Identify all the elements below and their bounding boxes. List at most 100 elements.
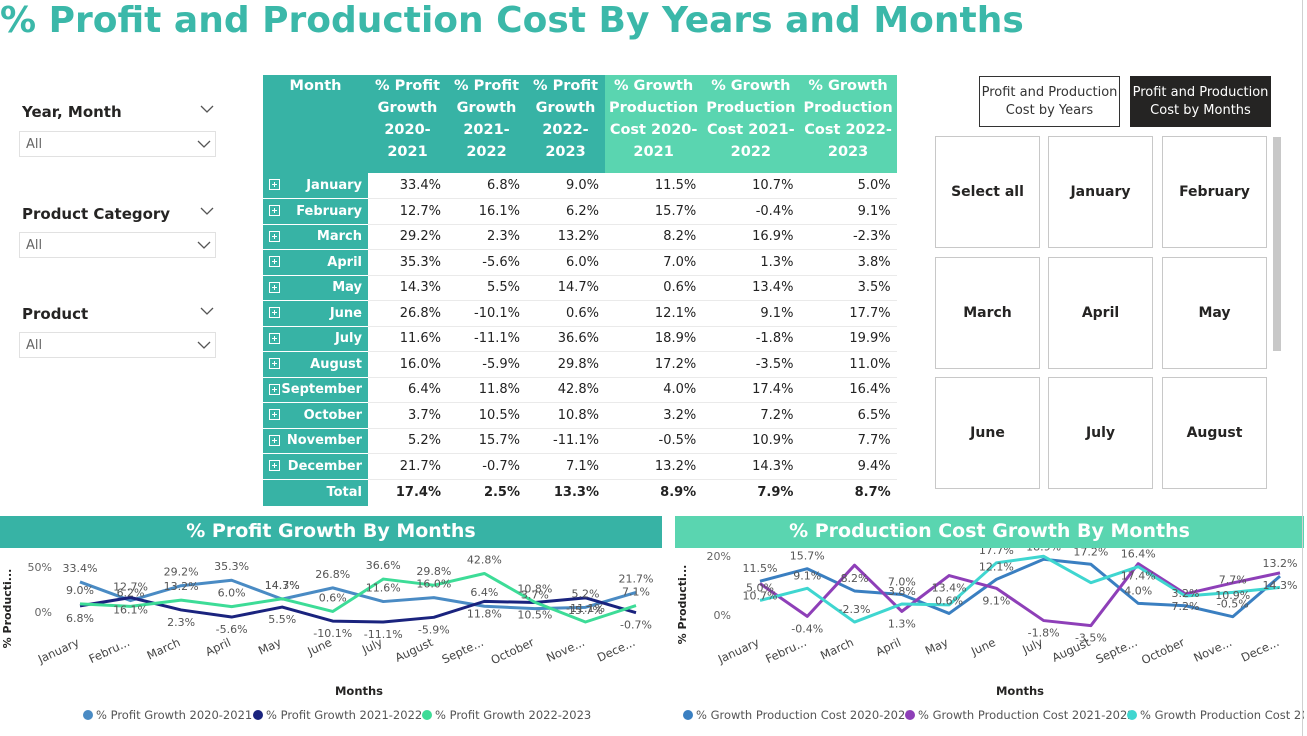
month-label: December: [287, 458, 362, 474]
y-tick-label: 0%: [714, 609, 731, 622]
total-cell: 13.3%: [553, 485, 599, 501]
column-header-cost-2021-2022[interactable]: % Growth Production Cost 2021-2022: [702, 75, 800, 173]
column-header-cost-2022-2023[interactable]: % Growth Production Cost 2022-2023: [799, 75, 897, 173]
table-cell: 6.5%: [799, 402, 897, 429]
expand-plus-icon[interactable]: [269, 281, 280, 293]
y-tick-label: 50%: [28, 561, 52, 574]
slicer-tile[interactable]: February: [1162, 136, 1267, 248]
table-cell: 11.5%: [605, 173, 703, 199]
table-row: September 6.4% 11.8% 42.8% 4.0% 17.4% 16.4%: [263, 377, 897, 403]
slicer-tile[interactable]: January: [1048, 136, 1153, 248]
expand-plus-icon[interactable]: [269, 358, 280, 369]
expand-plus-icon[interactable]: [269, 307, 280, 318]
table-cell: 5.2%: [368, 428, 447, 454]
product-dropdown[interactable]: All: [19, 332, 216, 358]
row-header-month[interactable]: February: [263, 198, 368, 225]
data-label: 6.0%: [218, 587, 246, 600]
slicer-tile[interactable]: May: [1162, 257, 1267, 369]
slicer-tile[interactable]: March: [935, 257, 1040, 369]
data-label: -10.1%: [313, 627, 352, 640]
expand-plus-icon[interactable]: [269, 409, 280, 420]
expand-plus-icon[interactable]: [269, 179, 280, 190]
table-cell: 16.4%: [799, 377, 897, 403]
row-header-month[interactable]: October: [263, 402, 368, 429]
expand-plus-icon[interactable]: [269, 230, 280, 242]
row-header-month[interactable]: January: [263, 173, 368, 199]
collapse-chevron-icon[interactable]: [200, 306, 214, 316]
row-header-month[interactable]: June: [263, 300, 368, 327]
slicer-tile[interactable]: July: [1048, 377, 1153, 489]
data-label: 10.8%: [517, 582, 552, 595]
expand-plus-icon[interactable]: [269, 383, 280, 395]
collapse-chevron-icon[interactable]: [200, 104, 214, 114]
column-header-profit-2022-2023[interactable]: % Profit Growth 2022-2023: [526, 75, 605, 173]
x-tick-label: October: [489, 635, 537, 667]
slicer-tile[interactable]: June: [935, 377, 1040, 489]
total-cell: 7.9%: [757, 485, 794, 501]
data-label: 16.0%: [416, 578, 451, 591]
data-label: 13.2%: [164, 580, 199, 593]
table-cell: -5.6%: [447, 249, 526, 276]
collapse-chevron-icon[interactable]: [200, 206, 214, 216]
dropdown-value: All: [26, 137, 43, 152]
table-cell: 26.8%: [368, 300, 447, 327]
data-label: 3.7%: [521, 589, 549, 602]
data-label: 18.9%: [1026, 548, 1061, 553]
table-cell: 14.3%: [368, 275, 447, 301]
expand-plus-icon[interactable]: [269, 460, 280, 471]
row-header-month[interactable]: March: [263, 224, 368, 250]
data-label: 8.2%: [841, 572, 869, 585]
table-cell: 10.9%: [702, 428, 800, 454]
table-cell: 17.2%: [605, 351, 703, 378]
table-cell: 6.8%: [447, 173, 526, 199]
product-category-dropdown[interactable]: All: [19, 232, 216, 258]
year-month-dropdown[interactable]: All: [19, 131, 216, 157]
column-header-month[interactable]: Month: [263, 75, 368, 173]
table-cell: 35.3%: [368, 249, 447, 276]
profit-growth-chart-title: % Profit Growth By Months: [0, 516, 662, 548]
production-cost-chart-title: % Production Cost Growth By Months: [675, 516, 1304, 548]
row-header-month[interactable]: May: [263, 275, 368, 301]
data-label: 5.2%: [571, 587, 599, 600]
slicer-tile[interactable]: Select all: [935, 136, 1040, 248]
total-cell: 8.9%: [660, 485, 697, 501]
data-label: -3.5%: [1075, 632, 1107, 645]
table-cell: 11.8%: [447, 377, 526, 403]
month-label: April: [327, 254, 362, 270]
profit-cost-by-months-button[interactable]: Profit and Production Cost by Months: [1130, 76, 1271, 127]
expand-plus-icon[interactable]: [269, 205, 280, 216]
data-label: -11.1%: [566, 602, 605, 615]
row-header-month[interactable]: December: [263, 453, 368, 480]
row-header-month[interactable]: August: [263, 351, 368, 378]
y-axis-title: % Producti...: [676, 565, 689, 645]
data-label: 15.7%: [568, 604, 603, 617]
row-header-month[interactable]: April: [263, 249, 368, 276]
column-header-profit-2021-2022[interactable]: % Profit Growth 2021-2022: [447, 75, 526, 173]
data-label: 11.8%: [467, 607, 502, 620]
expand-plus-icon[interactable]: [269, 434, 280, 446]
row-header-month[interactable]: November: [263, 428, 368, 454]
table-cell: 19.9%: [799, 326, 897, 352]
slicer-tile[interactable]: April: [1048, 257, 1153, 369]
legend-marker: [1127, 710, 1137, 720]
table-cell: 14.7%: [526, 275, 605, 301]
profit-cost-by-years-button[interactable]: Profit and Production Cost by Years: [979, 76, 1120, 127]
table-cell: 14.3%: [702, 453, 800, 480]
data-label: 7.0%: [888, 576, 916, 589]
row-header-month[interactable]: September: [263, 377, 368, 403]
legend-marker: [253, 710, 263, 720]
filter-label-product-category: Product Category: [22, 205, 171, 223]
table-cell: 4.0%: [605, 377, 703, 403]
table-row: June 26.8% -10.1% 0.6% 12.1% 9.1% 17.7%: [263, 300, 897, 327]
table-cell: -5.9%: [447, 351, 526, 378]
column-header-profit-2020-2021[interactable]: % Profit Growth 2020-2021: [368, 75, 447, 173]
slicer-scrollbar[interactable]: [1273, 137, 1281, 351]
table-cell: 2.3%: [447, 224, 526, 250]
column-header-cost-2020-2021[interactable]: % Growth Production Cost 2020-2021: [605, 75, 703, 173]
expand-plus-icon[interactable]: [269, 332, 280, 344]
expand-plus-icon[interactable]: [269, 256, 280, 267]
slicer-tile[interactable]: August: [1162, 377, 1267, 489]
row-header-month[interactable]: July: [263, 326, 368, 352]
x-tick-label: April: [873, 635, 903, 659]
table-cell: 3.2%: [605, 402, 703, 429]
